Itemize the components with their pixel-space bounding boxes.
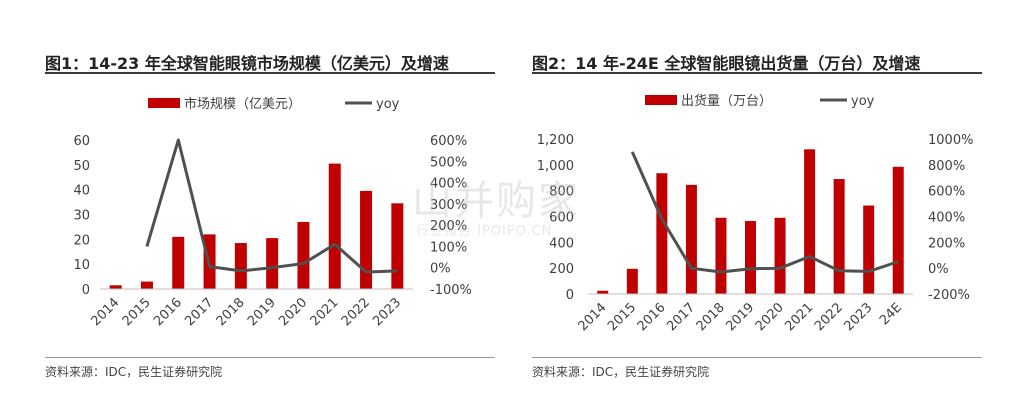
bar-2019 [745, 221, 756, 294]
y-right-tick-label: 300% [430, 198, 467, 213]
legend-swatch-bar [148, 98, 180, 108]
y-right-tick-label: -200% [928, 288, 970, 303]
legend-label-line: yoy [376, 97, 400, 112]
bar-2014 [109, 285, 122, 289]
y-left-tick-label: 1,200 [537, 133, 574, 148]
y-left-tick-label: 0 [82, 283, 90, 298]
chart-title: 图2：14 年-24E 全球智能眼镜出货量（万台）及增速 [532, 54, 921, 73]
source-rule [45, 357, 495, 358]
x-tick-label: 2023 [370, 295, 404, 329]
bar-2020 [774, 217, 786, 294]
y-right-tick-label: 600% [928, 185, 965, 200]
y-right-tick-label: 0% [430, 262, 451, 277]
chart-title: 图1：14-23 年全球智能眼镜市场规模（亿美元）及增速 [45, 54, 449, 73]
y-right-tick-label: 500% [430, 155, 467, 170]
bar-2023 [863, 205, 875, 294]
x-tick-label: 2022 [339, 295, 373, 329]
x-tick-label: 2016 [635, 300, 669, 334]
x-tick-label: 2020 [753, 300, 787, 334]
legend-swatch-bar [645, 95, 677, 105]
bar-2021 [328, 163, 341, 289]
bar-2020 [297, 221, 310, 289]
shipments-chart: 0 200 400 600 800 1,000 1,200 -200% 0% 200% 400% 60… [537, 93, 974, 334]
bar-2021 [804, 149, 816, 294]
x-tick-label: 2018 [214, 295, 248, 329]
bar-2022 [360, 190, 373, 289]
y-right-tick-label: 200% [430, 219, 467, 234]
x-tick-label: 2021 [782, 300, 816, 334]
bar-2019 [266, 238, 279, 289]
y-right-tick-label: 600% [430, 134, 467, 149]
bar-2014 [597, 290, 609, 294]
x-tick-label: 2018 [694, 300, 728, 334]
x-tick-label: 2015 [605, 300, 639, 334]
y-left-tick-label: 0 [566, 288, 574, 303]
bar-2023 [391, 203, 404, 289]
legend-label-bar: 市场规模（亿美元） [184, 96, 301, 112]
legend-label-line: yoy [851, 94, 875, 109]
x-tick-label: 2014 [88, 295, 122, 329]
bar-2015 [140, 281, 153, 289]
bar-2017 [685, 184, 697, 294]
bar-2016 [656, 173, 668, 294]
y-left-tick-label: 50 [73, 159, 90, 174]
bar-2015 [626, 268, 638, 294]
title-rule [45, 72, 495, 74]
yoy-line [145, 138, 398, 274]
y-right-tick-label: 800% [928, 159, 965, 174]
x-tick-label: 2019 [723, 300, 757, 334]
y-left-tick-label: 800 [549, 185, 574, 200]
y-left-tick-label: 1,000 [537, 159, 574, 174]
y-right-tick-label: 400% [928, 211, 965, 226]
title-rule [532, 72, 982, 74]
market-size-chart: 0 10 20 30 40 50 60 -100% 0% 100% 200% 300% 400% 500%… [73, 96, 472, 329]
x-tick-label: 24E [877, 300, 905, 328]
y-left-tick-label: 60 [73, 134, 90, 149]
y-left-tick-label: 20 [73, 233, 90, 248]
y-right-tick-label: 100% [430, 240, 467, 255]
y-right-tick-label: 0% [928, 262, 949, 277]
y-right-tick-label: -100% [430, 283, 472, 298]
chart-panel-market-size: 图1：14-23 年全球智能眼镜市场规模（亿美元）及增速 0 10 20 30 40 50… [0, 0, 505, 410]
bar-2018 [234, 243, 247, 289]
y-left-tick-label: 40 [73, 184, 90, 199]
y-left-tick-label: 400 [549, 236, 574, 251]
x-tick-label: 2022 [812, 300, 846, 334]
bar-2018 [715, 217, 727, 294]
y-right-tick-label: 400% [430, 177, 467, 192]
y-left-tick-label: 200 [549, 262, 574, 277]
bar-2022 [833, 179, 845, 294]
bar-2016 [172, 236, 185, 289]
x-tick-label: 2020 [276, 295, 310, 329]
x-tick-label: 2019 [245, 295, 279, 329]
x-tick-label: 2017 [664, 300, 698, 334]
y-left-tick-label: 10 [73, 258, 90, 273]
legend-label-bar: 出货量（万台） [681, 93, 772, 109]
yoy-line [630, 151, 899, 274]
x-tick-label: 2014 [576, 300, 610, 334]
y-left-tick-label: 30 [73, 209, 90, 224]
y-right-tick-label: 1000% [928, 133, 973, 148]
y-right-tick-label: 200% [928, 236, 965, 251]
source-note: 资料来源：IDC，民生证券研究院 [45, 365, 223, 379]
x-tick-label: 2015 [120, 295, 154, 329]
x-tick-label: 2021 [308, 295, 342, 329]
source-rule [532, 357, 982, 358]
source-note: 资料来源：IDC，民生证券研究院 [532, 365, 710, 379]
x-tick-label: 2023 [842, 300, 876, 334]
bar-24E [892, 166, 904, 294]
y-left-tick-label: 600 [549, 211, 574, 226]
chart-panel-shipments: 图2：14 年-24E 全球智能眼镜出货量（万台）及增速 0 200 400 600 8… [520, 0, 1027, 410]
x-tick-label: 2017 [182, 295, 216, 329]
x-tick-label: 2016 [151, 295, 185, 329]
